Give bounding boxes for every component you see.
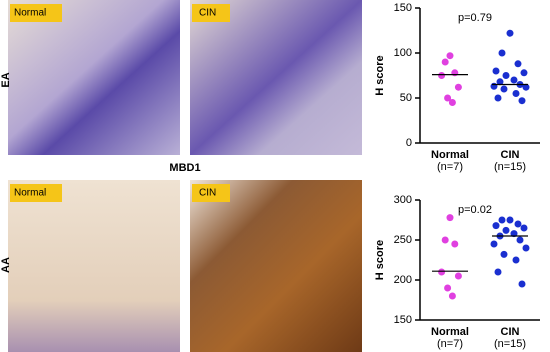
y-tick-label: 150 — [394, 2, 412, 14]
micrograph — [8, 0, 180, 155]
data-point — [518, 97, 526, 105]
data-point — [506, 216, 514, 224]
data-point — [510, 230, 518, 238]
annotation: p=0.79 — [458, 12, 492, 24]
micrograph — [190, 180, 362, 352]
data-point — [438, 72, 446, 79]
data-point — [490, 82, 498, 90]
data-point — [451, 69, 459, 77]
data-point — [451, 240, 459, 248]
data-point — [444, 284, 452, 292]
row-label: AA — [0, 257, 12, 273]
data-point — [514, 60, 522, 68]
data-point — [446, 52, 454, 60]
data-point — [494, 268, 502, 276]
image-label: CIN — [199, 8, 216, 19]
data-point — [506, 29, 514, 37]
data-point — [444, 94, 452, 102]
x-tick-label: CIN — [501, 149, 520, 161]
data-point — [502, 226, 510, 234]
y-tick-label: 150 — [394, 314, 412, 326]
micrograph — [8, 180, 180, 352]
micrograph — [190, 0, 362, 155]
label-box — [10, 4, 62, 22]
data-point — [448, 99, 456, 106]
data-point — [522, 244, 530, 252]
x-tick-label: Normal — [431, 149, 469, 161]
data-point — [438, 268, 446, 276]
data-point — [454, 83, 462, 91]
y-tick-label: 0 — [406, 137, 412, 149]
y-tick-label: 50 — [400, 92, 412, 104]
image-label: CIN — [199, 188, 216, 199]
data-point — [520, 69, 528, 77]
x-tick-label: Normal — [431, 326, 469, 338]
data-point — [490, 240, 498, 248]
data-point — [502, 72, 510, 79]
data-point — [520, 224, 528, 232]
annotation: p=0.02 — [458, 204, 492, 216]
x-tick-note: (n=15) — [494, 338, 526, 350]
center-label: MBD1 — [169, 162, 200, 174]
data-point — [448, 292, 456, 300]
label-box — [192, 184, 230, 202]
data-point — [492, 67, 500, 75]
row-label: EA — [0, 72, 12, 87]
data-point — [454, 272, 462, 280]
y-tick-label: 300 — [394, 194, 412, 206]
data-point — [494, 94, 502, 102]
data-point — [496, 78, 504, 86]
data-point — [518, 280, 526, 288]
label-box — [10, 184, 62, 202]
x-tick-note: (n=7) — [437, 161, 463, 173]
y-tick-label: 100 — [394, 47, 412, 59]
data-point — [512, 256, 520, 264]
y-axis-label: H score — [374, 240, 386, 280]
image-label: Normal — [14, 8, 46, 19]
data-point — [516, 236, 524, 244]
data-point — [500, 250, 508, 258]
data-point — [441, 58, 449, 66]
y-axis-label: H score — [374, 55, 386, 95]
data-point — [512, 90, 520, 97]
data-point — [498, 216, 506, 224]
label-box — [192, 4, 230, 22]
data-point — [522, 83, 530, 91]
image-label: Normal — [14, 188, 46, 199]
data-point — [441, 236, 449, 244]
x-tick-note: (n=15) — [494, 161, 526, 173]
data-point — [498, 49, 506, 57]
data-point — [446, 214, 454, 222]
x-tick-label: CIN — [501, 326, 520, 338]
data-point — [492, 222, 500, 230]
data-point — [514, 220, 522, 228]
y-tick-label: 250 — [394, 234, 412, 246]
y-tick-label: 200 — [394, 274, 412, 286]
data-point — [500, 85, 508, 93]
data-point — [510, 76, 518, 84]
x-tick-note: (n=7) — [437, 338, 463, 350]
